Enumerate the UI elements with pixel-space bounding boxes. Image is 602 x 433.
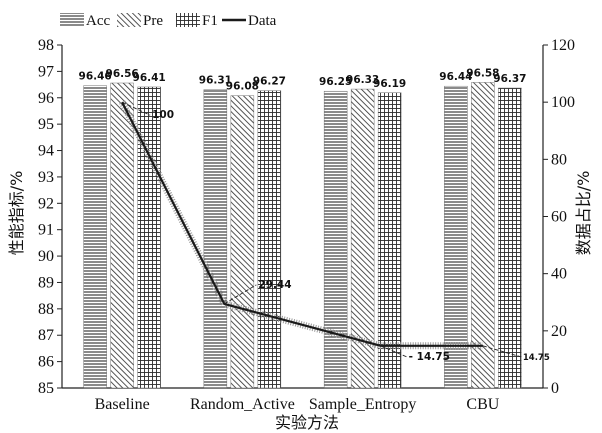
data-labels: 96.46 96.31 96.25 96.44 96.56 96.08 96.33 96.58… [79, 67, 550, 362]
x-tick-label: CBU [466, 396, 499, 413]
data-point-leader [380, 345, 407, 358]
bar-label-acc: 96.31 [199, 75, 232, 87]
y-tick-label: 87 [38, 327, 54, 344]
data-point-leader [121, 101, 151, 116]
y-tick-label: 85 [38, 380, 54, 397]
y-tick-label: 91 [38, 222, 54, 239]
legend-label-f1: F1 [202, 13, 218, 29]
y-tick-label: 96 [38, 90, 54, 107]
legend: Acc Pre F1 Data [60, 13, 277, 29]
y-tick-label: 98 [38, 37, 54, 54]
bar-label-acc: 96.25 [319, 76, 352, 88]
legend-label-acc: Acc [86, 13, 110, 29]
y-axis-title: 性能指标/% [7, 171, 26, 256]
x-tick-label: Baseline [95, 396, 150, 413]
bar-label-pre: 96.56 [106, 68, 139, 80]
y2-tick-label: 0 [551, 380, 559, 397]
bar-acc [444, 85, 468, 389]
y2-axis-title: 数据占比/% [574, 171, 593, 256]
legend-item-f1: F1 [176, 13, 218, 29]
data-point-leader [224, 284, 257, 305]
data-line [121, 101, 483, 347]
legend-item-pre: Pre [117, 13, 163, 29]
bar-pre [110, 82, 134, 389]
y2-tick-label: 120 [551, 37, 575, 54]
bar-f1 [377, 92, 402, 389]
data-point-label: 100 [152, 109, 174, 121]
bar-acc [83, 85, 107, 389]
bar-label-acc: 96.44 [439, 71, 472, 83]
y-tick-label: 88 [38, 301, 54, 318]
bar-label-f1: 96.41 [133, 72, 166, 84]
y2-tick-label: 40 [551, 266, 567, 283]
bar-label-pre: 96.58 [466, 67, 499, 79]
bar-f1 [257, 90, 282, 389]
legend-swatch-pre [117, 13, 141, 27]
legend-label-data: Data [248, 13, 277, 29]
bar-pre [230, 95, 255, 389]
bar-label-f1: 96.37 [493, 73, 526, 85]
bar-label-acc: 96.46 [79, 71, 112, 83]
data-line-layer [118, 100, 522, 358]
y2-tick-label: 60 [551, 209, 567, 226]
legend-swatch-f1 [176, 13, 200, 27]
y-tick-label: 95 [38, 116, 54, 133]
data-point-label: 14.75 [523, 353, 550, 363]
y-tick-label: 93 [38, 169, 54, 186]
legend-item-data: Data [222, 13, 277, 29]
bars [83, 82, 522, 389]
y-tick-label: 86 [38, 354, 54, 371]
data-point-label: - 14.75 [409, 351, 450, 363]
y-tick-label: 92 [38, 195, 54, 212]
y-tick-label: 90 [38, 248, 54, 265]
bar-label-f1: 96.27 [253, 76, 286, 88]
y2-tick-label: 80 [551, 151, 567, 168]
bar-pre [471, 82, 495, 389]
data-point-label: 29.44 [258, 279, 291, 291]
bar-label-pre: 96.08 [226, 81, 259, 93]
x-tick-label: Random_Active [190, 396, 295, 413]
bar-f1 [498, 87, 522, 389]
data-point-leader [482, 345, 522, 358]
legend-label-pre: Pre [143, 13, 163, 29]
x-tick-label: Sample_Entropy [309, 396, 417, 413]
y2-tick-label: 20 [551, 323, 567, 340]
y-tick-label: 94 [38, 143, 54, 160]
bar-acc [323, 90, 348, 389]
legend-item-acc: Acc [60, 13, 110, 29]
bar-acc [203, 89, 228, 389]
data-line-shadow [118, 100, 483, 350]
bar-label-pre: 96.33 [346, 74, 379, 86]
axes: 85 86 87 88 89 90 91 92 93 94 95 96 97 98 0 20 40 60 80 100… [38, 37, 575, 413]
y-tick-label: 97 [38, 63, 54, 80]
legend-swatch-acc [60, 13, 84, 27]
y-tick-label: 89 [38, 274, 54, 291]
x-axis-title: 实验方法 [275, 413, 339, 432]
bar-pre [350, 88, 375, 389]
y2-tick-label: 100 [551, 94, 575, 111]
bar-label-f1: 96.19 [373, 78, 406, 90]
